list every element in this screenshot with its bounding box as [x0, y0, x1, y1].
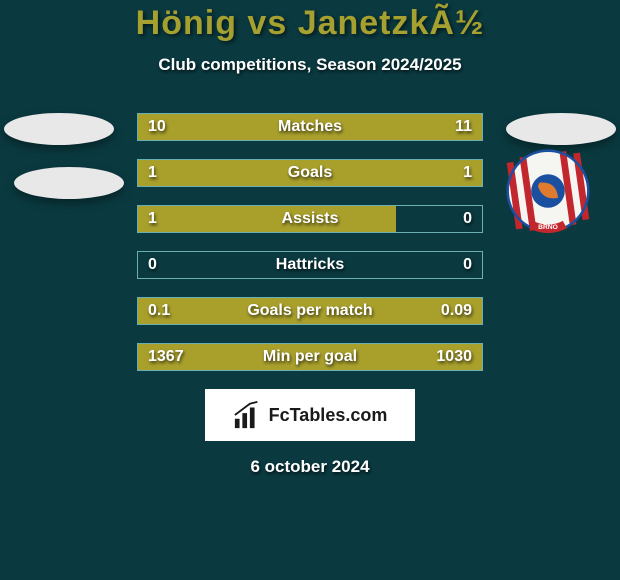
bar-fill-left [138, 160, 310, 186]
stat-value-left: 1 [148, 164, 157, 182]
stat-label: Goals [288, 164, 332, 182]
stat-value-left: 0.1 [148, 302, 170, 320]
stats-container: BRNO Matches1011Goals11Assists10Hattrick… [0, 113, 620, 371]
stat-value-right: 1 [463, 164, 472, 182]
shield-logo-icon: BRNO [506, 149, 590, 233]
stat-value-right: 0 [463, 210, 472, 228]
stat-row: Assists 1 0 [137, 205, 483, 233]
page-title: Hönig vs JanetzkÃ½ [0, 4, 620, 43]
stat-value-right: 0 [463, 256, 472, 274]
branding-badge[interactable]: FcTables.com [205, 389, 415, 441]
stat-value-right: 1030 [436, 348, 472, 366]
right-logo-placeholder-1 [506, 113, 616, 145]
bar-fill-right [310, 160, 482, 186]
stat-value-right: 11 [455, 118, 472, 136]
stat-row: Matches 10 11 [137, 113, 483, 141]
bar-chart-icon [233, 400, 263, 430]
stat-label: Min per goal [263, 348, 357, 366]
bar-fill-left [138, 206, 396, 232]
stat-row: Goals per match 0.1 0.09 [137, 297, 483, 325]
stat-row: Hattricks 0 0 [137, 251, 483, 279]
stat-value-left: 1 [148, 210, 157, 228]
stat-label: Matches [278, 118, 342, 136]
stat-row: Min per goal 1367 1030 [137, 343, 483, 371]
stats-comparison-card: Hönig vs JanetzkÃ½ Club competitions, Se… [0, 0, 620, 477]
branding-text: FcTables.com [269, 405, 388, 426]
right-club-logo: BRNO [506, 149, 590, 233]
stat-label: Assists [282, 210, 339, 228]
stat-label: Goals per match [247, 302, 372, 320]
stat-row: Goals 1 1 [137, 159, 483, 187]
stat-label: Hattricks [276, 256, 344, 274]
left-logo-placeholder-1 [4, 113, 114, 145]
stat-value-left: 1367 [148, 348, 184, 366]
date-label: 6 october 2024 [0, 457, 620, 477]
stat-value-left: 0 [148, 256, 157, 274]
stat-value-left: 10 [148, 118, 166, 136]
subtitle: Club competitions, Season 2024/2025 [0, 55, 620, 75]
stat-value-right: 0.09 [441, 302, 472, 320]
left-logo-placeholder-2 [14, 167, 124, 199]
svg-text:BRNO: BRNO [538, 224, 558, 231]
